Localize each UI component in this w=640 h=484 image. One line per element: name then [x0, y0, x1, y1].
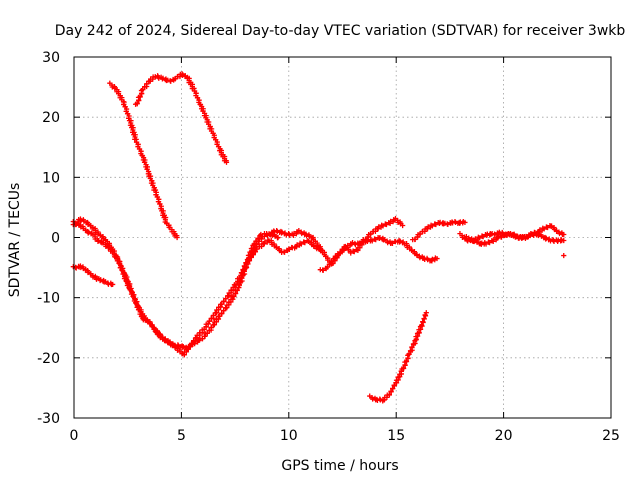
x-tick-label: 20 — [495, 428, 513, 444]
data-point — [258, 231, 264, 238]
x-tick-label: 5 — [177, 428, 186, 444]
y-tick-label: 0 — [51, 231, 60, 247]
series-track-8 — [317, 235, 440, 273]
data-point — [561, 231, 567, 238]
data-point — [238, 270, 245, 276]
data-point — [241, 263, 247, 269]
series-track-11 — [463, 230, 567, 248]
data-point — [462, 219, 468, 226]
series-track-6 — [246, 237, 324, 261]
data-point — [223, 159, 230, 165]
x-tick-label: 15 — [387, 428, 405, 444]
data-point — [134, 100, 140, 106]
series-track-12 — [367, 310, 429, 404]
data-point — [419, 322, 425, 328]
data-point — [137, 93, 143, 100]
y-tick-label: 30 — [42, 50, 60, 66]
chart-title: Day 242 of 2024, Sidereal Day-to-day VTE… — [55, 23, 626, 39]
series-isolated — [561, 252, 567, 259]
x-tick-label: 10 — [280, 428, 298, 444]
data-points — [70, 71, 567, 404]
data-point — [174, 234, 180, 241]
series-track-1 — [107, 80, 180, 241]
data-point — [275, 234, 281, 241]
data-point — [110, 281, 116, 288]
x-tick-label: 0 — [70, 428, 79, 444]
data-point — [561, 237, 567, 244]
series-track-4 — [70, 216, 264, 358]
data-point — [403, 358, 409, 364]
data-point — [434, 255, 440, 262]
x-tick-label: 25 — [602, 428, 620, 444]
y-tick-label: -30 — [37, 411, 60, 427]
y-tick-label: -10 — [37, 291, 60, 307]
x-axis-label: GPS time / hours — [281, 458, 398, 474]
data-point — [406, 351, 412, 357]
y-axis-label: SDTVAR / TECUs — [7, 183, 23, 298]
y-tick-label: 10 — [42, 170, 60, 186]
data-point — [400, 365, 407, 371]
data-point — [421, 315, 427, 322]
data-point — [409, 344, 415, 350]
y-tick-label: 20 — [42, 110, 60, 126]
data-point — [400, 222, 406, 229]
series-track-5 — [70, 263, 116, 288]
series-track-2 — [132, 71, 230, 165]
data-point — [561, 252, 567, 259]
axis-ticks: 0 5 10 15 20 25 -30 -20 -10 0 10 20 30 — [37, 50, 620, 444]
data-point — [420, 319, 426, 325]
y-tick-label: -20 — [37, 351, 60, 367]
series-track-9 — [410, 218, 468, 243]
data-point — [423, 310, 429, 316]
